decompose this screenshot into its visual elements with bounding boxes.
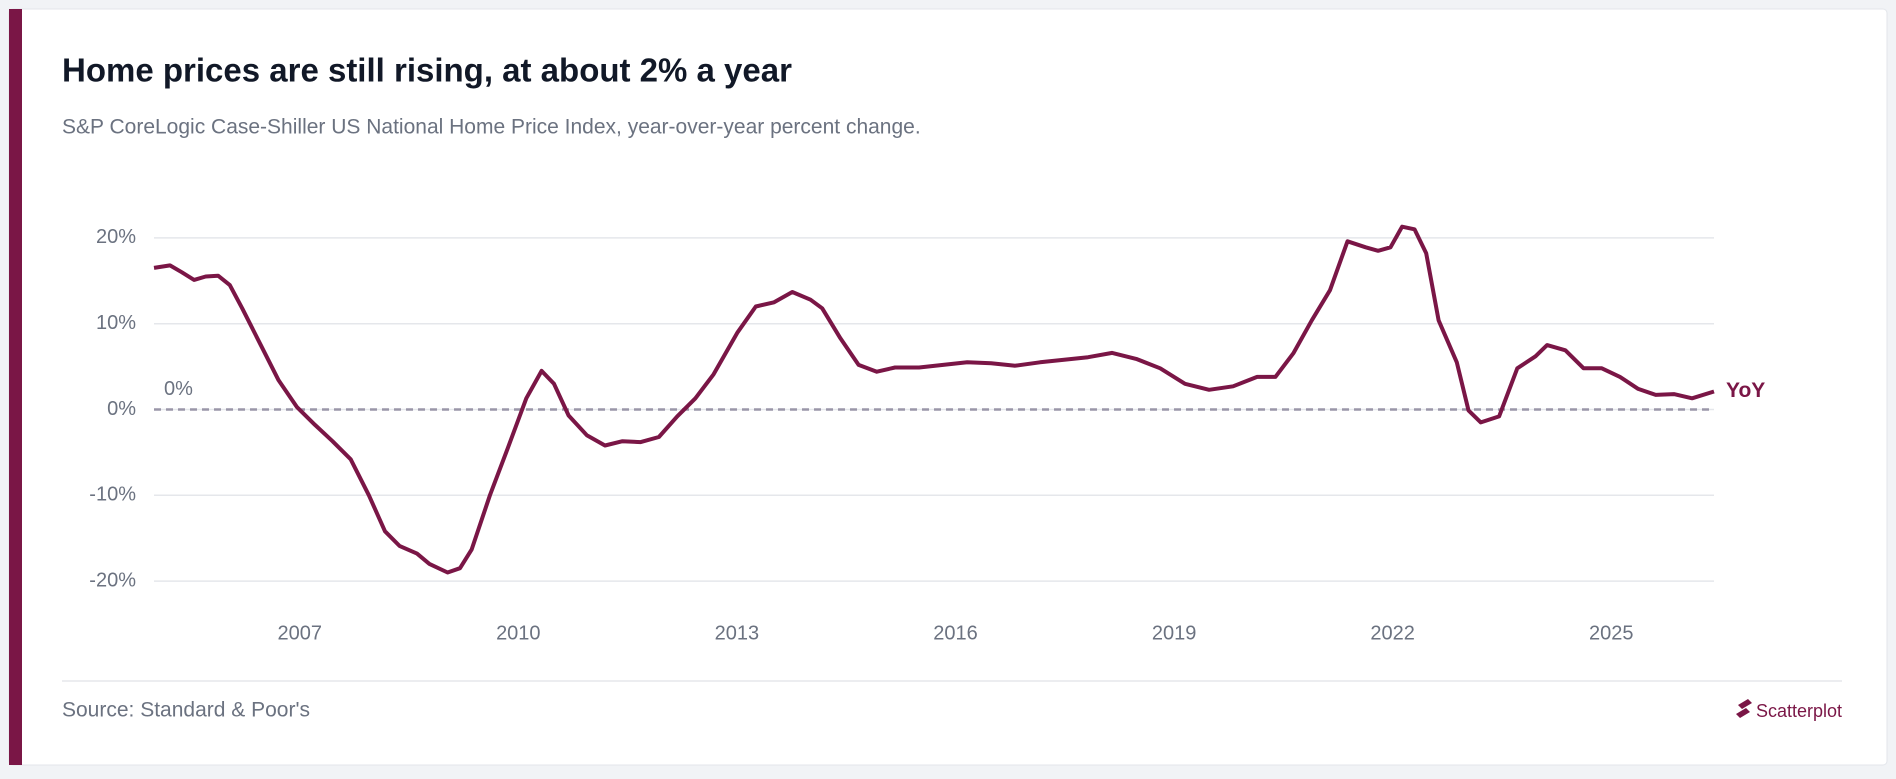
- series-label: YoY: [1726, 379, 1765, 402]
- brand-logo: Scatterplot: [1736, 699, 1842, 721]
- source: Source: Standard & Poor's: [62, 699, 310, 722]
- y-tick-label: 10%: [96, 312, 136, 334]
- chart-subtitle: S&P CoreLogic Case-Shiller US National H…: [62, 116, 921, 139]
- chart-title: Home prices are still rising, at about 2…: [62, 52, 792, 89]
- x-tick-label: 2022: [1370, 622, 1415, 644]
- x-tick-label: 2019: [1152, 622, 1197, 644]
- y-tick-label: -10%: [89, 484, 136, 506]
- brand-name: Scatterplot: [1756, 701, 1842, 721]
- y-tick-label: -20%: [89, 569, 136, 591]
- x-tick-label: 2007: [277, 622, 322, 644]
- accent-bar: [9, 9, 22, 765]
- brand-icon: [1736, 699, 1752, 718]
- x-tick-label: 2025: [1589, 622, 1634, 644]
- zero-label: 0%: [164, 378, 193, 400]
- y-tick-label: 20%: [96, 226, 136, 248]
- x-tick-label: 2016: [933, 622, 978, 644]
- series-line: [153, 224, 1715, 575]
- x-tick-label: 2013: [715, 622, 760, 644]
- y-tick-label: 0%: [107, 398, 136, 420]
- x-tick-label: 2010: [496, 622, 541, 644]
